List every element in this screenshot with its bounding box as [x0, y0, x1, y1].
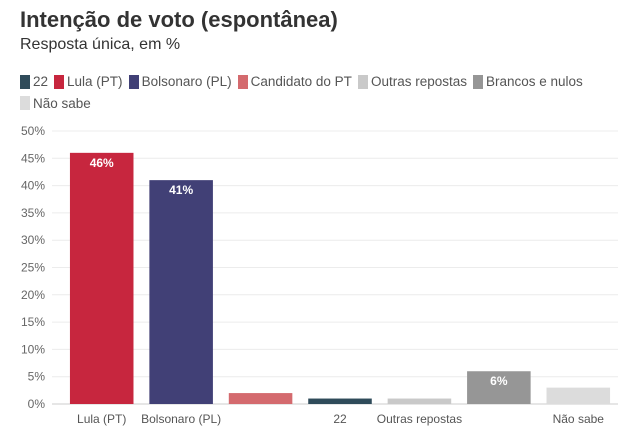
legend-item[interactable]: Outras repostas [357, 72, 467, 91]
y-axis-ticks: 0% 5% 10% 15% 20% 25% 30% 35% 40% 45% 50% [21, 124, 45, 411]
legend-item[interactable]: Candidato do PT [237, 72, 352, 91]
y-tick-label: 45% [21, 151, 45, 165]
legend-item[interactable]: Lula (PT) [54, 72, 123, 91]
grid-lines [52, 130, 618, 405]
bar[interactable] [69, 152, 134, 404]
legend-label: Lula (PT) [67, 74, 123, 89]
data-label: 41% [169, 183, 193, 197]
bar[interactable] [308, 398, 372, 404]
legend-item[interactable]: Bolsonaro (PL) [128, 72, 232, 91]
legend-swatch [20, 74, 30, 89]
x-tick-label: 22 [333, 412, 347, 426]
legend-swatch [472, 74, 483, 89]
y-tick-label: 5% [28, 370, 46, 384]
bar[interactable] [546, 387, 611, 404]
x-tick-label: Outras repostas [377, 412, 462, 426]
y-tick-label: 50% [21, 124, 45, 138]
x-tick-label: Lula (PT) [77, 412, 126, 426]
legend-label: 22 [33, 74, 49, 89]
bar[interactable] [228, 393, 293, 404]
y-tick-label: 20% [21, 288, 45, 302]
y-tick-label: 25% [21, 261, 45, 275]
bar[interactable] [387, 398, 452, 404]
legend-label: Candidato do PT [250, 74, 352, 89]
bars [69, 152, 611, 404]
legend-swatch [128, 74, 139, 89]
y-tick-label: 0% [28, 397, 46, 411]
x-tick-label: Não sabe [553, 412, 605, 426]
y-tick-label: 40% [21, 179, 45, 193]
legend-swatch [237, 74, 248, 89]
x-axis-ticks: Lula (PT) Bolsonaro (PL) 22 Outras repostas… [77, 412, 604, 426]
chart-title: Intenção de voto (espontânea) [20, 7, 338, 32]
legend-label: Outras repostas [370, 74, 467, 89]
legend-swatch [54, 74, 65, 89]
legend-label: Bolsonaro (PL) [141, 74, 232, 89]
legend-swatch [357, 74, 368, 89]
legend-label: Não sabe [33, 95, 91, 111]
legend-swatch [20, 96, 30, 110]
data-labels: 46% 41% 6% [90, 156, 508, 388]
y-tick-label: 35% [21, 206, 45, 220]
x-tick-label: Bolsonaro (PL) [141, 412, 221, 426]
y-tick-label: 30% [21, 233, 45, 247]
bar[interactable] [149, 180, 213, 404]
data-label: 6% [490, 374, 508, 388]
y-tick-label: 15% [21, 315, 45, 329]
y-tick-label: 10% [21, 342, 45, 356]
chart-subtitle: Resposta única, em % [20, 36, 181, 53]
legend-label: Brancos e nulos [485, 74, 583, 89]
legend-item[interactable]: 22 [20, 72, 48, 91]
legend-item[interactable]: Não sabe [20, 94, 91, 113]
legend-item[interactable]: Brancos e nulos [472, 72, 583, 91]
chart-legend: 22 Lula (PT) Bolsonaro (PL) Candidato do PT… [20, 72, 620, 115]
bar[interactable] [467, 371, 531, 404]
data-label: 46% [90, 156, 114, 170]
